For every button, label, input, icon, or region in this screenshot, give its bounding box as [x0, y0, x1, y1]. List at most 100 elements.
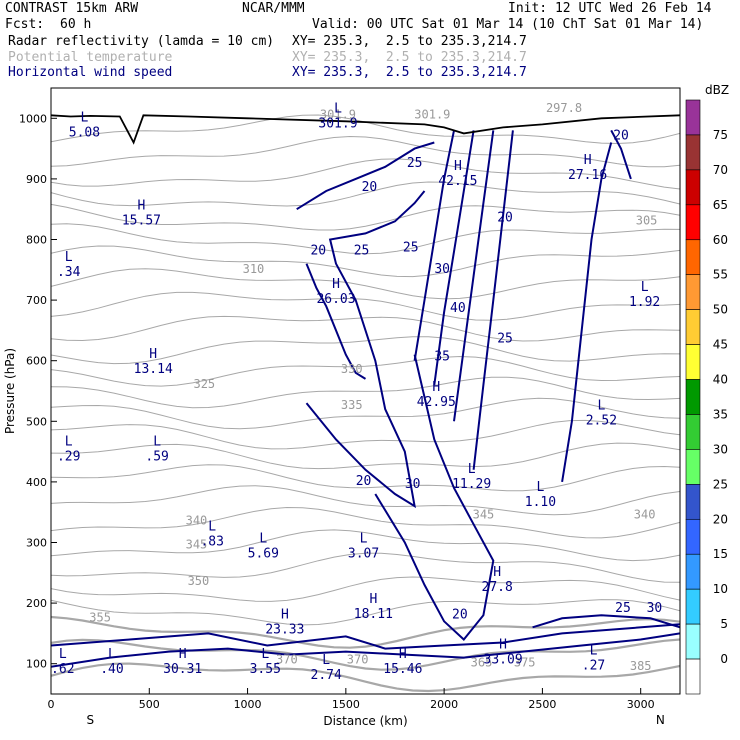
extremum-marker: L [468, 462, 476, 477]
extremum-marker: H [179, 647, 187, 662]
extremum-value: .59 [145, 450, 168, 465]
extremum-value: 11.29 [452, 477, 491, 492]
wind-contour [374, 354, 495, 641]
y-tick-label: 800 [26, 234, 47, 247]
x-tick-label: 1000 [234, 698, 262, 711]
colorbar-swatch [685, 623, 701, 660]
extremum-value: 13.14 [134, 362, 173, 377]
contour-labels-layer: 355 350 345 340 335 330 325 310 301.9 345 340 365 37… [51, 101, 662, 683]
colorbar-swatch [685, 344, 701, 380]
colorbar-swatch [685, 169, 701, 206]
extremum-marker: L [108, 647, 116, 662]
extremum-marker: L [153, 435, 161, 450]
wind-contour [532, 614, 680, 629]
extremum-value: 15.57 [122, 213, 161, 228]
wind-speed-label: 35 [434, 350, 450, 365]
x-tick-label: 2500 [528, 698, 556, 711]
theta-contours-layer [51, 114, 680, 693]
colorbar-swatch [685, 414, 701, 450]
extremum-value: 2.52 [586, 413, 617, 428]
wind-speed-label: 40 [450, 301, 466, 316]
colorbar-label: 20 [713, 512, 728, 526]
extremum-marker: H [454, 159, 462, 174]
extremum-marker: H [499, 638, 507, 653]
theta-label: 375 [514, 656, 536, 670]
colorbar-label: 5 [720, 617, 728, 631]
wind-speed-label: 20 [497, 210, 513, 225]
colorbar-label: 30 [713, 442, 728, 456]
theta-contour [51, 442, 680, 470]
north-label: N [656, 713, 665, 727]
x-tick-label: 1500 [332, 698, 360, 711]
field-wind-xy: XY= 235.3, 2.5 to 235.3,214.7 [292, 65, 527, 80]
wind-speed-label: 30 [405, 477, 421, 492]
theta-label: 345 [473, 507, 495, 521]
theta-label: 325 [193, 377, 215, 391]
theta-contour [51, 485, 680, 516]
colorbar-swatch [685, 449, 701, 485]
extremum-value: 5.69 [248, 547, 279, 562]
wind-speed-label: 20 [310, 244, 326, 259]
colorbar-swatch [685, 379, 701, 415]
extremum-value: 1.10 [525, 495, 556, 510]
theta-label: 335 [341, 398, 363, 412]
extremum-marker: H [399, 647, 407, 662]
extremum-value: .62 [51, 662, 74, 677]
wind-speed-label: 25 [354, 244, 370, 259]
theta-contour [51, 638, 680, 671]
terrain-layer [51, 114, 680, 145]
extremum-marker: H [369, 592, 377, 607]
extremum-value: 33.09 [484, 653, 523, 668]
extremum-marker: L [259, 532, 267, 547]
forecast-hour: 60 h [60, 17, 92, 32]
colorbar-swatch [685, 239, 701, 276]
theta-label: 340 [186, 513, 208, 527]
colorbar-label: 40 [713, 373, 728, 387]
wind-contour [561, 142, 613, 483]
field-theta-name: Potential temperature [8, 50, 173, 65]
extremum-value: 3.55 [250, 662, 281, 677]
wind-contour [472, 130, 514, 470]
colorbar-label: 10 [713, 582, 728, 596]
theta-contour [51, 158, 680, 190]
theta-label: 350 [188, 574, 210, 588]
extremum-value: 26.03 [316, 292, 355, 307]
extremum-value: .29 [57, 450, 80, 465]
theta-contour [51, 397, 680, 430]
theta-contour [51, 464, 680, 492]
model-name: CONTRAST 15km ARW [5, 1, 139, 16]
extremum-marker: L [597, 398, 605, 413]
colorbar-swatch [685, 134, 701, 171]
colorbar-label: 15 [713, 547, 728, 561]
theta-label: 370 [276, 653, 298, 667]
extremum-marker: H [493, 565, 501, 580]
organization: NCAR/MMM [242, 1, 305, 16]
extremum-value: 3.07 [348, 547, 379, 562]
y-tick-label: 500 [26, 415, 47, 428]
x-tick-label: 3000 [627, 698, 655, 711]
colorbar-label: 25 [713, 477, 728, 491]
extremum-marker: H [138, 198, 146, 213]
colorbar-label: 35 [713, 407, 728, 421]
theta-label: 310 [243, 262, 265, 276]
theta-contour [51, 291, 680, 321]
wind-speed-label: 25 [497, 332, 513, 347]
field-theta-xy: XY= 235.3, 2.5 to 235.3,214.7 [292, 50, 527, 65]
wind-speed-label: 20 [356, 474, 372, 489]
extremum-marker: L [641, 280, 649, 295]
theta-label: 297.8 [546, 101, 582, 115]
colorbar-swatch [685, 518, 701, 555]
extremum-value: 30.31 [163, 662, 202, 677]
colorbar-swatch [685, 204, 701, 241]
colorbar-label: 45 [713, 338, 728, 352]
theta-label: 365 [471, 656, 493, 670]
valid-time: Valid: 00 UTC Sat 01 Mar 14 (10 ChT Sat … [312, 17, 704, 32]
y-tick-label: 100 [26, 658, 47, 671]
extremum-marker: L [590, 644, 598, 659]
theta-contour [51, 203, 680, 231]
theta-label: 385 [630, 659, 652, 673]
theta-contour [51, 336, 680, 365]
extremum-value: 2.74 [311, 668, 342, 683]
